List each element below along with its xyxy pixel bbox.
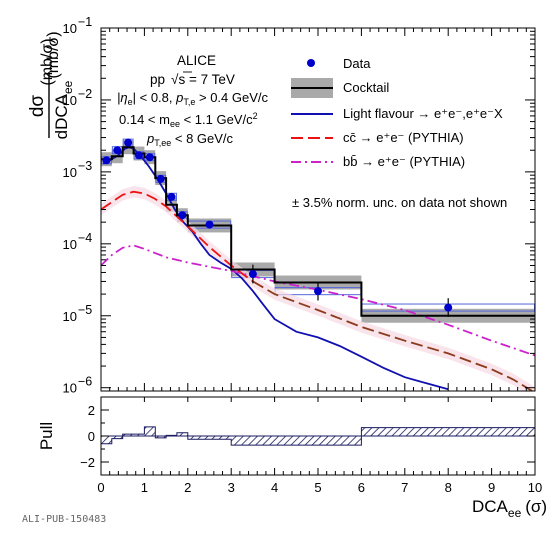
- annotation-block: ALICE pp √s = 7 TeV |ηe| < 0.8, pT,e > 0.…: [117, 53, 507, 210]
- x-tick-label: 7: [401, 480, 408, 495]
- x-tick-label: 2: [184, 480, 191, 495]
- data-point: [248, 270, 257, 279]
- x-tick-label: 8: [445, 480, 452, 495]
- ylabel-denominator-sub: ee: [61, 80, 75, 94]
- data-point: [134, 151, 143, 160]
- data-point: [444, 303, 453, 312]
- xlabel-sub: ee: [508, 506, 522, 520]
- cocktail-step-line: [101, 146, 535, 317]
- data-point: [156, 174, 165, 183]
- y-tick-exponent: −1: [78, 15, 92, 29]
- x-tick-label: 0: [97, 480, 104, 495]
- pull-ylabel: Pull: [37, 422, 56, 450]
- pull-y-tick-label: 0: [88, 429, 95, 444]
- light-flavour-curve: [102, 146, 449, 391]
- data-point: [124, 138, 133, 147]
- data-point: [178, 211, 187, 220]
- legend-data-label: Data: [343, 56, 371, 71]
- legend: Data Cocktail Light flavour → e⁺e⁻,e⁺e⁻X…: [291, 56, 503, 169]
- data-point: [102, 156, 111, 165]
- data-point: [314, 287, 322, 296]
- cut-mass-label: 0.14 < mee < 1.1 GeV/c2: [119, 111, 258, 129]
- legend-light-label: Light flavour → e⁺e⁻,e⁺e⁻X: [343, 106, 503, 121]
- x-tick-label: 3: [228, 480, 235, 495]
- y-tick-label: 10: [63, 165, 77, 180]
- data-points: [102, 138, 453, 317]
- y-tick-label: 10: [63, 21, 77, 36]
- y-tick-exponent: −2: [78, 87, 92, 101]
- cut-eta-pt-label: |ηe| < 0.8, pT,e > 0.4 GeV/c: [117, 90, 268, 107]
- ylabel-denominator: dDCA: [52, 93, 71, 139]
- charm-curve: [101, 190, 254, 283]
- data-point: [113, 146, 122, 155]
- y-tick-exponent: −3: [78, 159, 92, 173]
- x-tick-label: 1: [141, 480, 148, 495]
- x-axis-label: DCAee (σ): [472, 497, 547, 520]
- ylabel-numerator: dσ: [27, 95, 48, 118]
- ylabel-unit: (mb/σ): [45, 31, 62, 78]
- publication-id: ALI-PUB-150483: [22, 514, 107, 525]
- y-tick-label: 10: [63, 237, 77, 252]
- normalisation-note: ± 3.5% norm. unc. on data not shown: [292, 195, 507, 210]
- energy-label: pp √s = 7 TeV: [150, 72, 235, 87]
- pull-bins: [100, 426, 536, 446]
- x-tick-label: 10: [528, 480, 542, 495]
- legend-data-marker: [307, 59, 315, 67]
- legend-beauty-label: bb̄ → e⁺e⁻ (PYTHIA): [343, 154, 465, 169]
- pull-histogram: [100, 426, 536, 446]
- y-axis-label: (mb/σ): [45, 31, 62, 78]
- y-tick-label: 10: [63, 381, 77, 396]
- pull-y-tick-label: −2: [80, 455, 95, 470]
- experiment-label: ALICE: [177, 53, 216, 68]
- sqrt-symbol: √: [171, 72, 179, 87]
- y-axis-fraction: dσ dDCAee: [27, 72, 75, 139]
- x-tick-label: 5: [314, 480, 321, 495]
- x-tick-label: 6: [358, 480, 365, 495]
- ylabel-unit-text: (mb/σ): [39, 38, 56, 85]
- y-tick-exponent: −5: [78, 303, 92, 317]
- beauty-curve: [101, 244, 535, 357]
- x-tick-label: 9: [488, 480, 495, 495]
- svg-text:dDCAee: dDCAee: [52, 80, 75, 139]
- xlabel-unit: (σ): [525, 497, 547, 516]
- y-tick-exponent: −6: [78, 375, 92, 389]
- data-point: [205, 220, 214, 229]
- y-tick-label: 10: [63, 93, 77, 108]
- legend-charm-label: cc̄ → e⁺e⁻ (PYTHIA): [343, 130, 464, 145]
- pull-y-tick-label: 2: [88, 403, 95, 418]
- legend-cocktail-label: Cocktail: [343, 80, 389, 95]
- data-point: [145, 153, 154, 162]
- charm-curve-tail: [252, 280, 534, 391]
- charm-uncertainty-band: [101, 186, 535, 391]
- xlabel-text: DCA: [472, 497, 509, 516]
- data-point: [167, 192, 176, 201]
- svg-text:(mb/σ): (mb/σ): [45, 31, 62, 78]
- x-tick-label: 4: [271, 480, 278, 495]
- y-tick-label: 10: [63, 309, 77, 324]
- cut-ptee-label: pT,ee < 8 GeV/c: [146, 131, 234, 148]
- y-axis-unit: (mb/σ): [39, 38, 56, 85]
- cocktail-line: [101, 146, 535, 317]
- y-tick-exponent: −4: [78, 231, 92, 245]
